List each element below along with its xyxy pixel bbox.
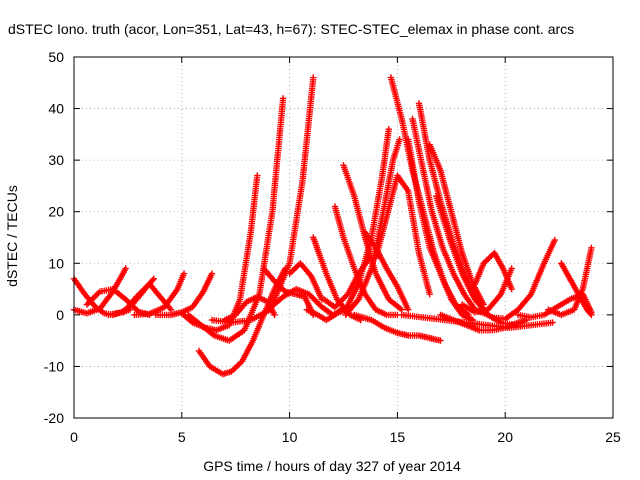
data-point bbox=[254, 172, 261, 179]
series-6 bbox=[131, 270, 188, 319]
series-33 bbox=[437, 311, 530, 334]
data-point bbox=[122, 265, 129, 272]
data-point bbox=[385, 126, 392, 133]
data-point bbox=[508, 265, 515, 272]
series-36 bbox=[489, 236, 558, 323]
series-35 bbox=[471, 249, 515, 293]
series-21 bbox=[329, 126, 392, 319]
x-tick-label: 25 bbox=[605, 429, 621, 445]
data-point bbox=[180, 270, 188, 277]
x-axis-label: GPS time / hours of day 327 of year 2014 bbox=[203, 458, 461, 474]
series-12 bbox=[208, 74, 317, 326]
series-27 bbox=[405, 136, 477, 324]
data-points bbox=[70, 74, 595, 378]
data-point bbox=[149, 277, 156, 284]
data-point bbox=[587, 310, 594, 317]
data-point bbox=[308, 293, 316, 301]
y-axis-label: dSTEC / TECUs bbox=[4, 185, 20, 287]
series-15 bbox=[286, 260, 326, 303]
series-23 bbox=[351, 311, 444, 344]
y-tick-label: 20 bbox=[48, 204, 64, 220]
data-point bbox=[313, 298, 320, 305]
y-tick-label: 40 bbox=[48, 101, 64, 117]
axes: 0 5 10 15 20 25 -20 -10 0 10 20 30 40 50 bbox=[44, 49, 621, 445]
grid bbox=[74, 57, 613, 418]
data-point bbox=[549, 319, 556, 326]
y-tick-label: 50 bbox=[48, 49, 64, 65]
y-tick-label: -20 bbox=[44, 410, 64, 426]
data-point bbox=[426, 291, 433, 298]
series-28 bbox=[409, 115, 492, 319]
x-tick-label: 5 bbox=[178, 429, 186, 445]
data-point bbox=[508, 285, 515, 293]
y-tick-label: -10 bbox=[44, 358, 64, 374]
data-point bbox=[89, 295, 96, 302]
data-point bbox=[437, 337, 444, 344]
x-tick-label: 10 bbox=[282, 429, 298, 445]
y-tick-label: 30 bbox=[48, 152, 64, 168]
y-tick-label: 0 bbox=[56, 307, 64, 323]
data-point bbox=[150, 275, 157, 282]
series-9 bbox=[185, 95, 287, 344]
x-tick-label: 0 bbox=[70, 429, 78, 445]
series-38 bbox=[545, 244, 595, 319]
data-point bbox=[271, 311, 278, 319]
series-25 bbox=[372, 172, 433, 298]
data-point bbox=[279, 95, 287, 102]
data-point bbox=[551, 236, 558, 244]
series-2 bbox=[70, 265, 129, 317]
data-point bbox=[208, 270, 216, 277]
series-30 bbox=[426, 141, 487, 308]
series-20 bbox=[340, 162, 405, 313]
series-5 bbox=[120, 280, 175, 316]
data-point bbox=[93, 291, 101, 298]
series-14 bbox=[264, 285, 336, 319]
x-tick-label: 15 bbox=[390, 429, 406, 445]
data-point bbox=[588, 244, 595, 251]
y-tick-label: 10 bbox=[48, 255, 64, 271]
data-point bbox=[405, 306, 412, 313]
data-point bbox=[396, 136, 403, 143]
data-point bbox=[588, 311, 595, 319]
x-tick-label: 20 bbox=[497, 429, 513, 445]
chart-title: dSTEC Iono. truth (acor, Lon=351, Lat=43… bbox=[8, 21, 574, 37]
plot-frame bbox=[73, 56, 614, 419]
data-point bbox=[310, 74, 317, 81]
series-39 bbox=[558, 260, 595, 319]
